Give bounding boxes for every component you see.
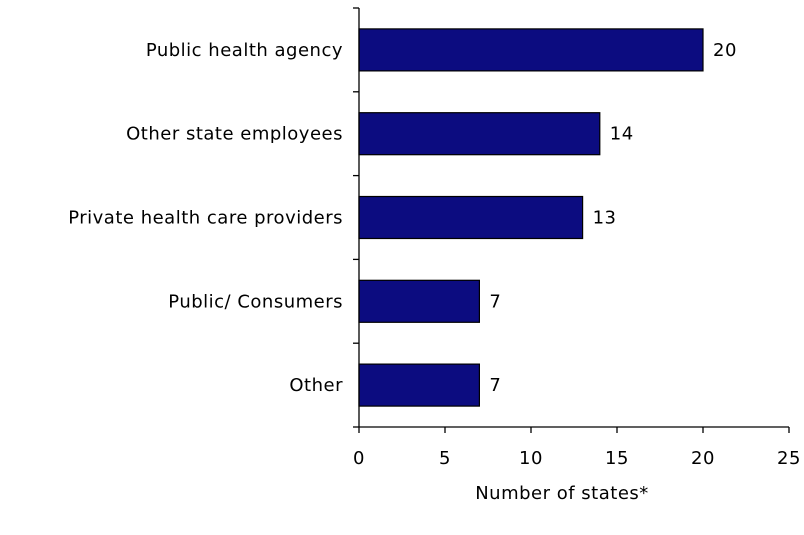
x-tick-label: 15: [605, 448, 629, 469]
bar: [358, 363, 481, 407]
bar: [358, 279, 481, 323]
labels-layer: Public health agency 20 Other state employ…: [68, 40, 801, 469]
x-tick-label: 25: [777, 448, 801, 469]
x-tick-label: 10: [519, 448, 543, 469]
bars-layer: [358, 28, 704, 407]
data-label: 20: [713, 40, 737, 61]
data-label: 13: [593, 208, 617, 229]
bar: [358, 112, 601, 156]
category-label: Public/ Consumers: [168, 291, 343, 312]
x-tick-label: 20: [691, 448, 715, 469]
axes-layer: [353, 7, 790, 433]
category-label: Public health agency: [146, 40, 343, 61]
data-label: 14: [610, 124, 634, 145]
data-label: 7: [489, 291, 501, 312]
bar: [358, 28, 704, 72]
data-label: 7: [489, 375, 501, 396]
x-tick-label: 5: [439, 448, 451, 469]
category-label: Private health care providers: [68, 208, 343, 229]
x-tick-label: 0: [353, 448, 365, 469]
x-axis-title: Number of states*: [475, 483, 649, 504]
bar: [358, 195, 584, 240]
category-label: Other state employees: [126, 124, 343, 145]
category-label: Other: [289, 375, 343, 396]
